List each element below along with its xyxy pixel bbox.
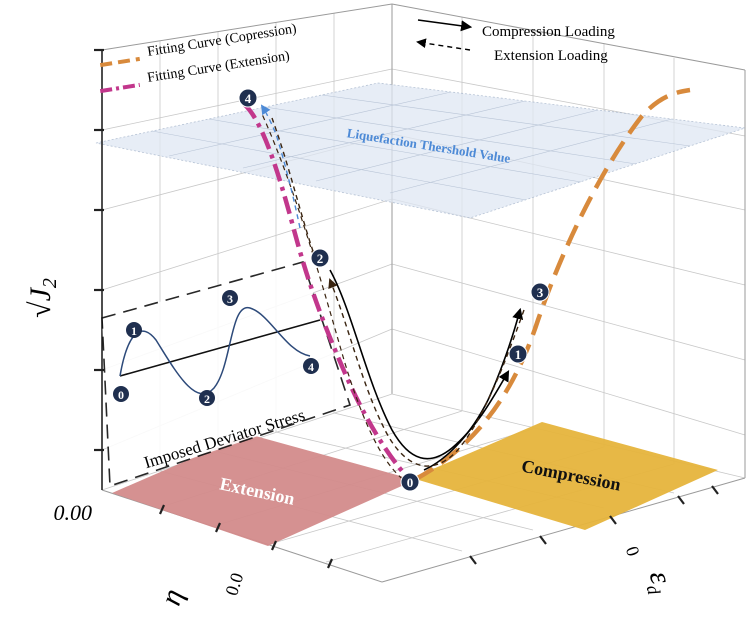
eps-axis-label: εd [640, 568, 680, 598]
y-axis [94, 48, 104, 490]
svg-text:4: 4 [245, 91, 252, 106]
inset-wave [119, 307, 311, 395]
svg-text:1: 1 [515, 347, 522, 362]
extension-loading-outer [261, 113, 411, 485]
svg-text:3: 3 [227, 292, 233, 306]
extension-region [112, 434, 415, 546]
inset-marker-2: 2 [199, 390, 215, 406]
fitting-curve-extension [242, 102, 410, 480]
fitting-curve-compression [412, 87, 691, 482]
svg-text:2: 2 [204, 392, 210, 406]
compression-region [412, 422, 718, 530]
y-axis-label: √J2 [24, 278, 61, 318]
marker-1: 1 [508, 344, 528, 364]
svg-text:0: 0 [118, 388, 124, 402]
legend-loading: Compression Loading Extension Loading [416, 19, 615, 64]
eps-tick-zero: 0 [622, 544, 644, 559]
legend-extension-loading: Extension Loading [494, 48, 608, 64]
svg-text:4: 4 [308, 360, 314, 374]
inset-marker-4: 4 [303, 358, 319, 374]
threshold-arrow [260, 104, 301, 229]
svg-text:0: 0 [407, 475, 414, 490]
liquefaction-threshold-plane [95, 82, 746, 219]
extension-loading-path [328, 278, 525, 467]
y-tick-zero: 0.00 [54, 500, 93, 525]
inset-marker-1: 1 [126, 322, 142, 338]
marker-4: 4 [238, 88, 258, 108]
eta-axis [158, 504, 334, 569]
inset-marker-3: 3 [222, 290, 238, 306]
marker-2: 2 [310, 248, 330, 268]
eta-axis-label: η [154, 585, 190, 609]
svg-text:2: 2 [317, 251, 324, 266]
eps-axis [469, 485, 719, 565]
inset-marker-0: 0 [113, 386, 129, 402]
inset-box [101, 261, 352, 488]
compression-loading-path-2 [423, 307, 524, 471]
inset-baseline [119, 319, 321, 377]
extension-loading-path-2 [271, 117, 317, 261]
marker-0: 0 [400, 472, 420, 492]
eta-tick-zero: 0.0 [221, 570, 247, 598]
svg-text:3: 3 [537, 285, 544, 300]
compression-loading-path [329, 269, 510, 460]
marker-3: 3 [530, 282, 550, 302]
legend-compression-loading: Compression Loading [482, 24, 615, 40]
svg-text:1: 1 [131, 324, 137, 338]
